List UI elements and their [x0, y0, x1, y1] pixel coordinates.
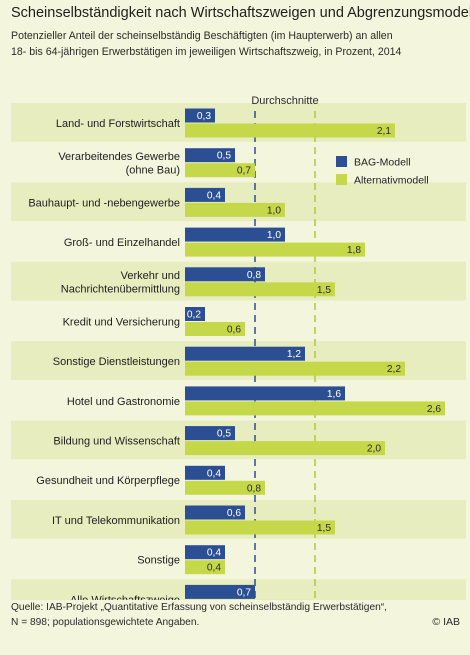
data-label: 0,2 [187, 310, 201, 321]
data-label: 0,7 [237, 166, 251, 177]
bar-alternativmodell [185, 202, 285, 217]
category-label: (ohne Bau) [126, 164, 180, 176]
data-label: 1,6 [327, 389, 341, 400]
category-band [11, 539, 466, 579]
subtitle-line-1: Potenzieller Anteil der scheinselbständi… [11, 30, 393, 42]
data-label: 0,5 [217, 429, 231, 440]
bar-alternativmodell [185, 520, 335, 535]
bar-alternativmodell [185, 242, 365, 257]
data-label: 0,4 [207, 190, 221, 201]
copyright-label: © IAB [432, 616, 460, 628]
data-label: 0,4 [207, 548, 221, 559]
data-label: 1,2 [287, 349, 301, 360]
category-label: Bauhaupt- und -nebengewerbe [28, 197, 180, 209]
bar-alternativmodell [185, 163, 255, 178]
data-label: 1,0 [267, 230, 281, 241]
data-label: 2,1 [377, 126, 391, 137]
category-label: Nachrichtenübermittlung [61, 283, 180, 295]
data-label: 0,4 [207, 468, 221, 479]
chart-subtitle: Potenzieller Anteil der scheinselbständi… [11, 28, 466, 60]
bar-bag-modell [185, 505, 245, 520]
legend-label-bag: BAG-Modell [354, 157, 411, 169]
category-label: Land- und Forstwirtschaft [56, 118, 180, 130]
bar-alternativmodell [185, 480, 265, 495]
bar-bag-modell [185, 545, 225, 560]
data-label: 0,4 [207, 563, 221, 574]
data-label: 2,0 [367, 444, 381, 455]
category-label: Gesundheit und Körperpflege [36, 475, 180, 487]
bar-bag-modell [185, 584, 255, 599]
average-lines-label: Durchschnitte [251, 95, 318, 107]
legend-label-alternativ: Alternativmodell [354, 175, 429, 187]
data-label: 0,8 [247, 270, 261, 281]
category-label: Hotel und Gastronomie [67, 396, 180, 408]
bar-alternativmodell [185, 361, 405, 376]
data-label: 1,0 [267, 205, 281, 216]
legend-swatch-alternativ [336, 174, 347, 185]
category-label: Sonstige Dienstleistungen [53, 356, 180, 368]
bar-alternativmodell [185, 282, 335, 297]
chart-area: Durchschnitte 0,3 2,1 Land- und Forstwirtsc… [11, 95, 466, 620]
legend-swatch-bag [336, 156, 347, 167]
category-label: IT und Telekommunikation [52, 515, 180, 527]
bar-bag-modell [185, 108, 215, 123]
category-label: Verarbeitendes Gewerbe [58, 151, 180, 163]
bar-bag-modell [185, 148, 235, 163]
bar-alternativmodell [185, 441, 385, 456]
bar-bag-modell [185, 227, 285, 242]
category-label: Kredit und Versicherung [63, 316, 180, 328]
bar-bag-modell [185, 307, 205, 321]
data-label: 0,5 [217, 151, 231, 162]
bar-bag-modell [185, 267, 265, 282]
bar-alternativmodell [185, 401, 445, 416]
source-note: Quelle: IAB-Projekt „Quantitative Erfass… [11, 600, 456, 630]
data-label: 1,8 [347, 245, 361, 256]
bar-bag-modell [185, 386, 345, 401]
bar-alternativmodell [185, 322, 245, 336]
category-label: Groß- und Einzelhandel [64, 237, 180, 249]
data-label: 1,5 [317, 523, 331, 534]
data-label: 2,2 [387, 364, 401, 375]
bar-bag-modell [185, 426, 235, 441]
data-label: 0,6 [227, 508, 241, 519]
bar-alternativmodell [185, 560, 225, 575]
data-label: 0,8 [247, 483, 261, 494]
data-label: 0,3 [197, 111, 211, 122]
chart-title: Scheinselbständigkeit nach Wirtschaftszw… [11, 5, 470, 21]
bar-alternativmodell [185, 123, 395, 138]
source-line-2: N = 898; populationsgewichtete Angaben. [11, 617, 200, 628]
category-label: Verkehr und [121, 270, 180, 282]
data-label: 0,6 [227, 325, 241, 336]
source-line-1: Quelle: IAB-Projekt „Quantitative Erfass… [11, 602, 387, 613]
category-label: Sonstige [137, 555, 180, 567]
subtitle-line-2: 18- bis 64-jährigen Erwerbstätigen im je… [11, 46, 402, 58]
data-label: 2,6 [427, 404, 441, 415]
data-label: 1,5 [317, 285, 331, 296]
category-label: Bildung und Wissenschaft [53, 435, 180, 447]
bar-bag-modell [185, 187, 225, 202]
data-label: 0,7 [237, 587, 251, 598]
bar-bag-modell [185, 465, 225, 480]
bar-bag-modell [185, 346, 305, 361]
bar-chart: Durchschnitte 0,3 2,1 Land- und Forstwirtsc… [11, 95, 466, 620]
